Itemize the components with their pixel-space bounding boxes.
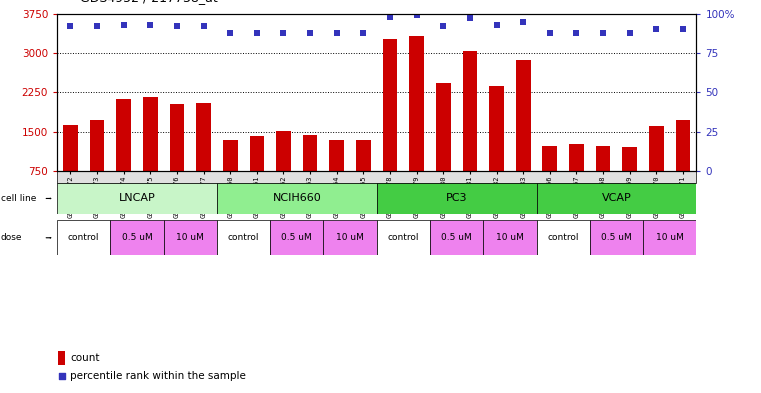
Bar bbox=[276, 130, 291, 171]
Bar bbox=[196, 103, 211, 171]
Point bbox=[490, 22, 502, 28]
Bar bbox=[116, 99, 131, 171]
Point bbox=[597, 29, 609, 36]
Bar bbox=[483, 220, 537, 255]
Bar bbox=[110, 220, 164, 255]
Point bbox=[357, 29, 369, 36]
Bar bbox=[377, 220, 430, 255]
Bar bbox=[303, 135, 317, 171]
Text: control: control bbox=[387, 233, 419, 242]
Bar bbox=[596, 146, 610, 171]
Text: 0.5 uM: 0.5 uM bbox=[282, 233, 312, 242]
Bar bbox=[57, 220, 110, 255]
Bar bbox=[377, 183, 537, 214]
Point bbox=[117, 22, 129, 28]
Text: PC3: PC3 bbox=[446, 193, 467, 204]
Point bbox=[650, 26, 662, 33]
Bar bbox=[622, 147, 637, 171]
Bar bbox=[58, 351, 65, 365]
Point bbox=[277, 29, 289, 36]
Bar bbox=[489, 86, 504, 171]
Text: cell line: cell line bbox=[1, 194, 36, 203]
Bar bbox=[537, 220, 590, 255]
Point bbox=[170, 23, 183, 29]
Bar bbox=[430, 220, 483, 255]
Bar bbox=[217, 220, 270, 255]
Bar bbox=[223, 140, 237, 171]
Bar bbox=[143, 97, 158, 171]
Point bbox=[330, 29, 342, 36]
Bar bbox=[516, 60, 530, 171]
Bar bbox=[569, 144, 584, 171]
Text: control: control bbox=[228, 233, 260, 242]
Point bbox=[517, 18, 530, 25]
Text: NCIH660: NCIH660 bbox=[272, 193, 321, 204]
Bar bbox=[590, 220, 643, 255]
Bar bbox=[57, 183, 217, 214]
Point bbox=[198, 23, 210, 29]
Point bbox=[463, 15, 476, 22]
Text: 0.5 uM: 0.5 uM bbox=[601, 233, 632, 242]
Text: 0.5 uM: 0.5 uM bbox=[441, 233, 472, 242]
Text: control: control bbox=[68, 233, 100, 242]
Point bbox=[437, 23, 449, 29]
Bar bbox=[270, 220, 323, 255]
Bar bbox=[676, 120, 690, 171]
Text: LNCAP: LNCAP bbox=[119, 193, 155, 204]
Point bbox=[624, 29, 636, 36]
Bar bbox=[409, 36, 424, 171]
Point bbox=[677, 26, 689, 33]
Bar bbox=[537, 183, 696, 214]
Text: 0.5 uM: 0.5 uM bbox=[122, 233, 152, 242]
Point bbox=[571, 29, 583, 36]
Point bbox=[56, 373, 68, 380]
Bar bbox=[90, 120, 104, 171]
Point bbox=[145, 22, 157, 28]
Point bbox=[250, 29, 263, 36]
Text: count: count bbox=[70, 353, 100, 363]
Bar bbox=[463, 51, 477, 171]
Bar bbox=[643, 220, 696, 255]
Bar bbox=[250, 136, 264, 171]
Point bbox=[64, 23, 76, 29]
Bar bbox=[649, 127, 664, 171]
Point bbox=[304, 29, 317, 36]
Text: VCAP: VCAP bbox=[601, 193, 632, 204]
Bar bbox=[356, 140, 371, 171]
Text: 10 uM: 10 uM bbox=[177, 233, 204, 242]
Bar bbox=[217, 183, 377, 214]
Point bbox=[384, 14, 396, 20]
Text: GDS4952 / 217738_at: GDS4952 / 217738_at bbox=[80, 0, 218, 4]
Text: 10 uM: 10 uM bbox=[656, 233, 683, 242]
Bar bbox=[543, 146, 557, 171]
Point bbox=[543, 29, 556, 36]
Text: dose: dose bbox=[1, 233, 22, 242]
Point bbox=[91, 23, 103, 29]
Text: percentile rank within the sample: percentile rank within the sample bbox=[70, 371, 247, 382]
Text: 10 uM: 10 uM bbox=[496, 233, 524, 242]
Bar bbox=[436, 83, 451, 171]
Bar bbox=[164, 220, 217, 255]
Bar bbox=[63, 125, 78, 171]
Bar bbox=[170, 104, 184, 171]
Point bbox=[224, 29, 236, 36]
Point bbox=[411, 12, 423, 18]
Bar bbox=[330, 140, 344, 171]
Text: control: control bbox=[547, 233, 579, 242]
Bar bbox=[383, 39, 397, 171]
Bar bbox=[323, 220, 377, 255]
Text: 10 uM: 10 uM bbox=[336, 233, 364, 242]
